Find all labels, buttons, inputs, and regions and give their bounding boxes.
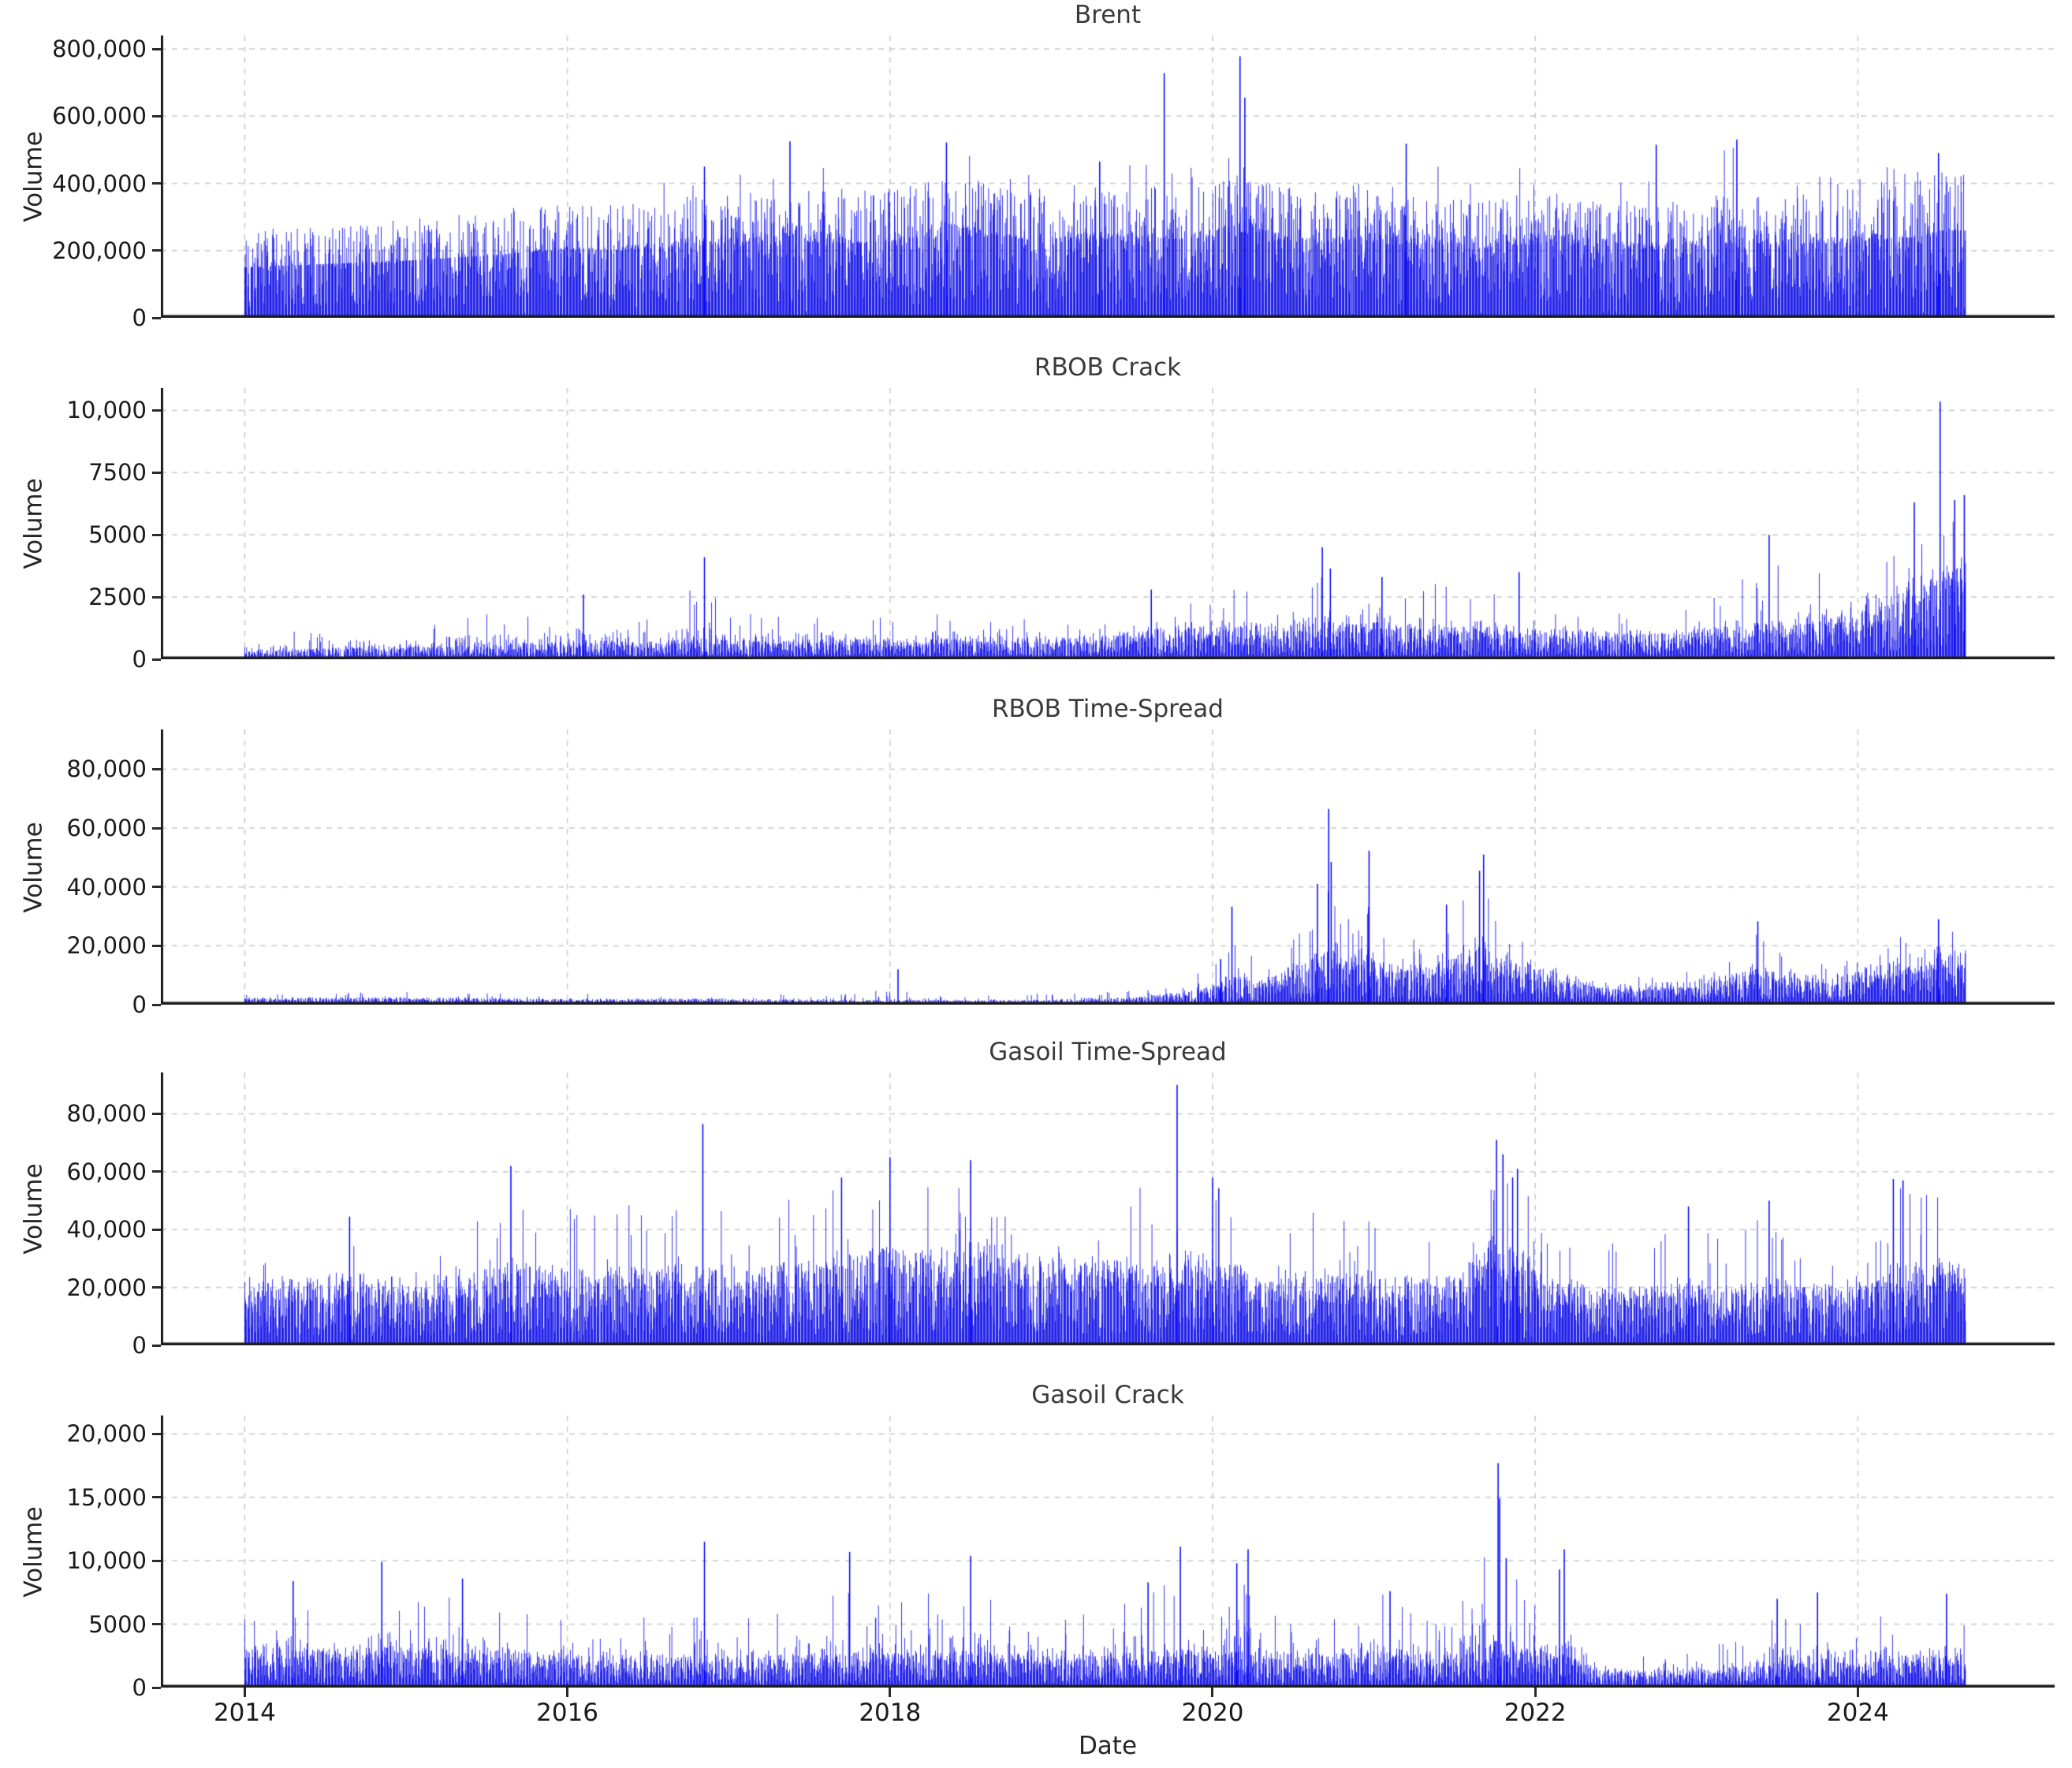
y-tick-mark xyxy=(152,826,161,830)
x-tick-label: 2016 xyxy=(536,1699,599,1727)
x-tick-mark xyxy=(566,1688,569,1697)
y-tick-mark xyxy=(152,408,161,412)
y-tick-label: 10,000 xyxy=(66,397,147,424)
y-tick-label: 20,000 xyxy=(66,932,147,960)
y-tick-mark xyxy=(152,249,161,252)
y-tick-label: 2500 xyxy=(88,584,147,611)
y-tick-mark xyxy=(152,1003,161,1006)
subplot-title-rbob-crack: RBOB Crack xyxy=(1034,353,1182,382)
y-tick-mark xyxy=(152,1496,161,1499)
y-tick-mark xyxy=(152,1112,161,1115)
subplot-rbob-time-spread: RBOB Time-Spread Volume xyxy=(0,694,2072,1005)
y-tick-mark xyxy=(152,1170,161,1173)
x-tick-mark xyxy=(1856,1688,1859,1697)
bar-plot-canvas-rbob-time-spread xyxy=(161,729,2055,1005)
y-tick-label: 0 xyxy=(132,1674,147,1701)
subplot-title-brent: Brent xyxy=(1074,1,1142,29)
y-tick-mark xyxy=(152,182,161,185)
y-tick-label: 0 xyxy=(132,646,147,673)
y-tick-label: 40,000 xyxy=(66,873,147,901)
bar-plot-canvas-gasoil-time-spread xyxy=(161,1072,2055,1345)
y-tick-label: 15,000 xyxy=(66,1483,147,1511)
y-tick-label: 60,000 xyxy=(66,815,147,842)
y-tick-mark xyxy=(152,1286,161,1289)
y-tick-label: 0 xyxy=(132,304,147,331)
y-tick-mark xyxy=(152,316,161,319)
y-tick-mark xyxy=(152,533,161,536)
y-tick-label: 10,000 xyxy=(66,1547,147,1575)
bar-plot-canvas-rbob-crack xyxy=(161,388,2055,659)
x-tick-label: 2020 xyxy=(1181,1699,1244,1727)
bar-plot-canvas-gasoil-crack xyxy=(161,1416,2055,1688)
subplot-gasoil-time-spread: Gasoil Time-Spread Volume xyxy=(0,1037,2072,1345)
y-tick-label: 0 xyxy=(132,991,147,1018)
subplot-gasoil-crack: Gasoil Crack Volume xyxy=(0,1380,2072,1688)
y-tick-label: 20,000 xyxy=(66,1274,147,1301)
y-tick-mark xyxy=(152,1344,161,1347)
y-tick-label: 200,000 xyxy=(52,237,147,264)
x-tick-label: 2024 xyxy=(1826,1699,1889,1727)
subplot-rbob-crack: RBOB Crack Volume xyxy=(0,352,2072,659)
y-tick-label: 5000 xyxy=(88,1610,147,1638)
y-tick-mark xyxy=(152,1432,161,1435)
y-tick-mark xyxy=(152,658,161,661)
y-tick-label: 7500 xyxy=(88,459,147,487)
y-tick-label: 5000 xyxy=(88,521,147,549)
y-tick-label: 0 xyxy=(132,1332,147,1359)
x-tick-mark xyxy=(243,1688,246,1697)
x-axis-label: Date xyxy=(1078,1732,1138,1760)
subplot-title-gasoil-time-spread: Gasoil Time-Spread xyxy=(989,1038,1227,1066)
y-tick-label: 40,000 xyxy=(66,1216,147,1244)
y-tick-label: 400,000 xyxy=(52,170,147,197)
y-tick-mark xyxy=(152,767,161,770)
y-tick-mark xyxy=(152,47,161,50)
x-tick-label: 2014 xyxy=(213,1699,276,1727)
y-tick-mark xyxy=(152,1559,161,1562)
x-tick-label: 2022 xyxy=(1504,1699,1567,1727)
y-tick-label: 800,000 xyxy=(52,35,147,63)
y-tick-mark xyxy=(152,944,161,947)
y-tick-label: 80,000 xyxy=(66,1100,147,1128)
y-tick-mark xyxy=(152,1623,161,1626)
y-tick-mark xyxy=(152,1228,161,1231)
y-tick-mark xyxy=(152,595,161,599)
subplot-title-gasoil-crack: Gasoil Crack xyxy=(1031,1381,1184,1409)
y-tick-mark xyxy=(152,886,161,889)
subplot-brent: Brent Volume xyxy=(0,0,2072,318)
bar-plot-canvas-brent xyxy=(161,35,2055,318)
x-tick-mark xyxy=(1534,1688,1537,1697)
subplot-title-rbob-time-spread: RBOB Time-Spread xyxy=(991,695,1224,723)
x-tick-label: 2018 xyxy=(859,1699,922,1727)
y-tick-mark xyxy=(152,471,161,474)
y-tick-label: 20,000 xyxy=(66,1420,147,1448)
x-tick-mark xyxy=(1211,1688,1214,1697)
y-tick-label: 80,000 xyxy=(66,755,147,783)
y-tick-label: 60,000 xyxy=(66,1158,147,1185)
y-tick-label: 600,000 xyxy=(52,103,147,130)
y-tick-mark xyxy=(152,114,161,117)
x-tick-mark xyxy=(889,1688,892,1697)
y-tick-mark xyxy=(152,1686,161,1689)
